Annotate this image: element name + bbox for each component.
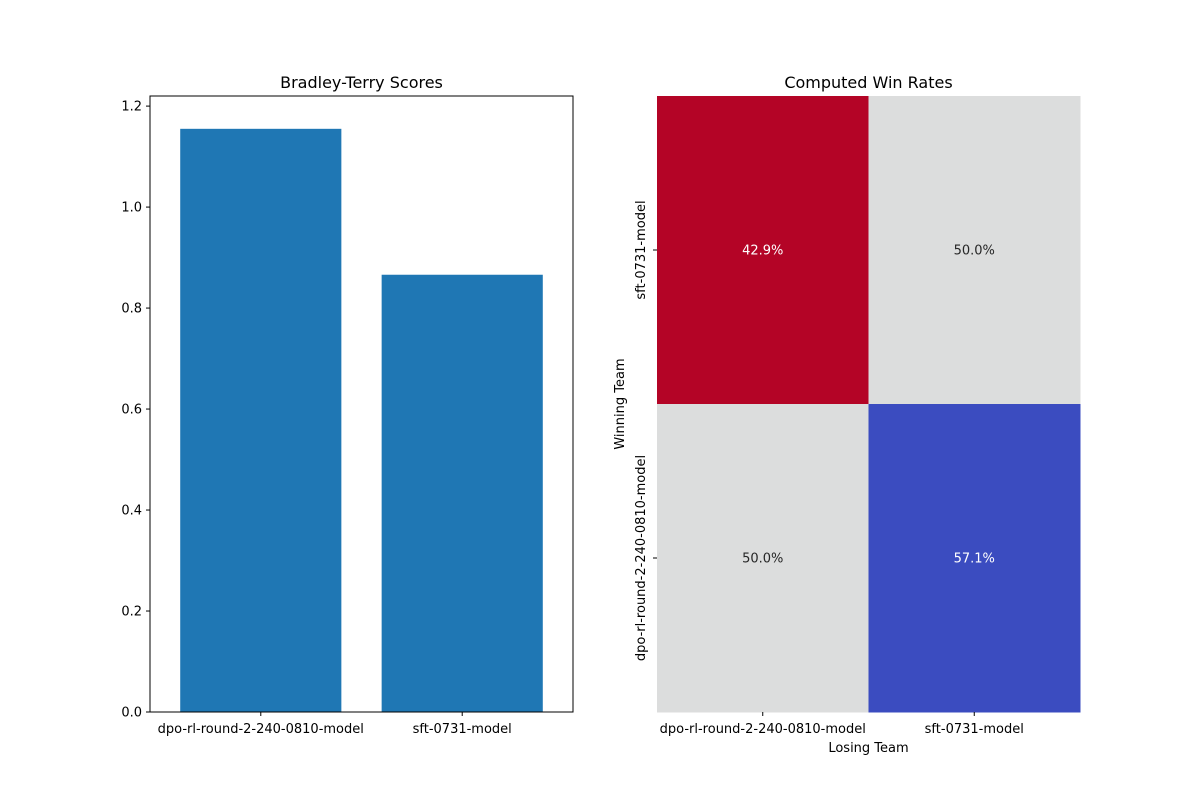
y-tick-label: 0.6 xyxy=(121,403,142,418)
heatmap-cell xyxy=(868,96,1081,405)
y-tick-label: 0.2 xyxy=(121,605,142,620)
x-tick-label: sft-0731-model xyxy=(925,722,1024,737)
y-axis-label: Winning Team xyxy=(613,358,628,449)
y-tick-label: sft-0731-model xyxy=(634,200,649,299)
x-tick-label: sft-0731-model xyxy=(413,722,512,737)
y-tick-label: 1.2 xyxy=(121,100,142,115)
heatmap-cell-label: 42.9% xyxy=(742,244,783,259)
heatmap-cell xyxy=(657,404,869,713)
x-tick-label: dpo-rl-round-2-240-0810-model xyxy=(660,722,866,737)
y-tick-label: 0.8 xyxy=(121,302,142,317)
y-tick-label: 0.4 xyxy=(121,504,142,519)
heatmap-cell-label: 50.0% xyxy=(954,244,995,259)
bar-chart: Bradley-Terry Scores dpo-rl-round-2-240-0… xyxy=(121,73,574,737)
heatmap-title: Computed Win Rates xyxy=(784,73,952,92)
x-axis-label: Losing Team xyxy=(828,741,908,756)
y-tick-label: 0.0 xyxy=(121,706,142,721)
y-tick-label: dpo-rl-round-2-240-0810-model xyxy=(634,455,649,661)
bar-1 xyxy=(180,128,342,712)
heatmap-cell xyxy=(868,404,1081,713)
heatmap-cell xyxy=(657,96,869,405)
x-tick-label: dpo-rl-round-2-240-0810-model xyxy=(158,722,364,737)
heatmap-cell-label: 50.0% xyxy=(742,552,783,567)
bar-2 xyxy=(381,274,543,712)
heatmap-cell-label: 57.1% xyxy=(954,552,995,567)
bar-chart-title: Bradley-Terry Scores xyxy=(280,73,443,92)
heatmap-chart: Computed Win Rates 42.9% 50.0% 50.0% 57.1% dp… xyxy=(613,73,1081,756)
bar-plot-frame xyxy=(149,95,574,713)
y-tick-label: 1.0 xyxy=(121,201,142,216)
